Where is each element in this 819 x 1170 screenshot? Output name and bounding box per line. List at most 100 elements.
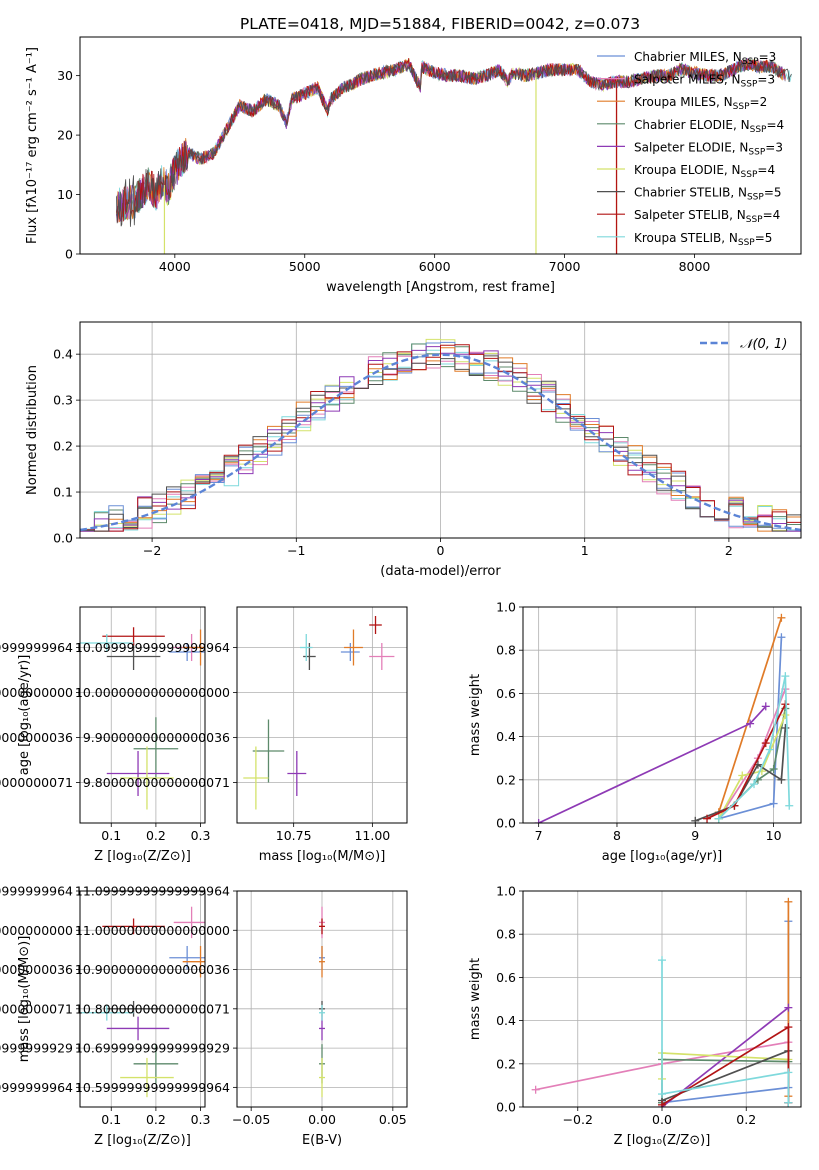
normal-legend-label: 𝒩(0, 1) bbox=[740, 337, 787, 352]
data-point bbox=[106, 751, 170, 796]
weight-marker bbox=[785, 801, 794, 810]
x-axis-label: Z [log₁₀(Z/Z⊙)] bbox=[94, 849, 191, 864]
data-point bbox=[287, 751, 307, 796]
y-axis-label: mass [log₁₀(M/M⊙)] bbox=[17, 936, 32, 1063]
data-point bbox=[120, 1057, 174, 1098]
legend-label-sub: SSP bbox=[733, 102, 750, 112]
data-point bbox=[182, 629, 205, 666]
data-point bbox=[106, 643, 161, 670]
y-tick-label: 0.4 bbox=[496, 1013, 516, 1028]
weight-marker bbox=[784, 1003, 793, 1012]
normal-reference-curve bbox=[80, 353, 801, 532]
legend-label-tail: =2 bbox=[750, 95, 768, 109]
panel-age_vs_mass: 10.75 11.00 9.80000000000000071 9.900000000… bbox=[75, 606, 408, 864]
x-axis-label: wavelength [Angstrom, rest frame] bbox=[326, 280, 555, 295]
legend-label-sub: SSP bbox=[741, 80, 758, 90]
y-axis-label: mass weight bbox=[468, 958, 483, 1040]
weight-line bbox=[717, 617, 783, 813]
legend-label-tail: =4 bbox=[766, 118, 784, 132]
y-tick-label: 20 bbox=[57, 128, 73, 143]
weight-marker bbox=[777, 613, 786, 622]
weight-marker bbox=[738, 771, 747, 780]
panel-spectrum: 4000 5000 6000 7000 8000 0 10 20 30 wavelength [A… bbox=[25, 36, 802, 295]
x-tick-label: −2 bbox=[143, 543, 161, 558]
data-point bbox=[340, 643, 360, 661]
legend-label: Chabrier STELIB, NSSP=5 bbox=[634, 186, 782, 203]
legend-label-sub: SSP bbox=[746, 215, 763, 225]
data-point bbox=[243, 746, 269, 810]
data-point bbox=[106, 1016, 170, 1041]
y-tick-label: 10.90000000000000036 bbox=[75, 962, 230, 977]
legend-label: Chabrier ELODIE, NSSP=4 bbox=[634, 118, 784, 135]
x-tick-label: 10 bbox=[766, 828, 782, 843]
legend-label-sub: SSP bbox=[748, 147, 765, 157]
y-tick-label: 10.09999999999999964 bbox=[0, 640, 73, 655]
data-point bbox=[169, 945, 205, 970]
legend-label-tail: =5 bbox=[764, 186, 782, 200]
legend-label: Salpeter MILES, NSSP=3 bbox=[634, 73, 775, 90]
panel-residuals: −2 −1 0 1 2 0.0 0.1 0.2 0.3 0.4 (data-model)/error… bbox=[25, 321, 802, 579]
x-tick-label: 0.2 bbox=[146, 1112, 166, 1127]
y-tick-label: 11.09999999999999964 bbox=[75, 884, 230, 899]
data-point bbox=[169, 643, 205, 661]
data-point bbox=[319, 918, 325, 935]
plot-area-residuals bbox=[80, 338, 801, 532]
legend-label-tail: =3 bbox=[757, 73, 775, 87]
y-tick-label: 0.0 bbox=[53, 531, 73, 546]
axes-frame bbox=[236, 606, 408, 824]
panel-mass_vs_EBV: −0.05 0.00 0.05 10.59999999999999964 10.6999… bbox=[75, 884, 408, 1148]
weight-marker bbox=[534, 819, 543, 823]
x-tick-label: 10.75 bbox=[276, 828, 312, 843]
y-tick-label: 10.80000000000000071 bbox=[0, 1001, 73, 1016]
data-point bbox=[80, 634, 134, 652]
x-tick-label: 2 bbox=[725, 543, 733, 558]
y-tick-label: 10.69999999999999929 bbox=[0, 1041, 73, 1056]
residual-histogram bbox=[80, 355, 801, 532]
x-tick-label: 0.3 bbox=[191, 828, 211, 843]
y-tick-label: 0.2 bbox=[496, 1056, 516, 1071]
y-axis-label: Flux [fλ10⁻¹⁷ erg cm⁻² s⁻¹ A⁻¹] bbox=[25, 47, 40, 244]
data-point bbox=[106, 1000, 161, 1017]
spectrum-line bbox=[116, 57, 786, 223]
legend-label: Salpeter ELODIE, NSSP=3 bbox=[634, 140, 783, 157]
y-tick-label: 9.90000000000000036 bbox=[0, 730, 73, 745]
weight-marker bbox=[781, 711, 790, 719]
weight-marker bbox=[769, 765, 778, 773]
weight-marker bbox=[761, 739, 770, 748]
data-point bbox=[252, 719, 285, 783]
x-axis-label: age [log₁₀(age/yr)] bbox=[602, 849, 723, 864]
y-tick-label: 0.8 bbox=[496, 927, 516, 942]
axes-frame bbox=[79, 606, 206, 824]
data-point bbox=[344, 629, 363, 666]
plot-area-mass_vs_Z bbox=[80, 906, 205, 1098]
residual-histogram bbox=[80, 341, 801, 532]
plot-area-age_vs_Z bbox=[80, 627, 205, 810]
weight-marker bbox=[765, 745, 774, 754]
data-point bbox=[299, 634, 313, 661]
y-tick-label: 0.6 bbox=[496, 686, 516, 701]
data-point bbox=[102, 918, 165, 935]
y-tick-label: 0.0 bbox=[496, 816, 516, 831]
legend-label-sub: SSP bbox=[738, 238, 755, 248]
y-tick-label: 0.4 bbox=[496, 729, 516, 744]
y-tick-label: 10.00000000000000000 bbox=[75, 685, 230, 700]
plot-area-weight_vs_age bbox=[534, 613, 794, 823]
axes-frame bbox=[79, 36, 802, 255]
data-point bbox=[120, 746, 174, 810]
legend-label: Kroupa ELODIE, NSSP=4 bbox=[634, 163, 775, 180]
weight-line bbox=[661, 960, 790, 1103]
y-tick-label: 9.80000000000000071 bbox=[83, 775, 230, 790]
legend-label-main: Salpeter STELIB, N bbox=[634, 208, 746, 222]
x-tick-label: 8000 bbox=[679, 259, 711, 274]
weight-marker bbox=[781, 723, 790, 732]
y-tick-label: 10.09999999999999964 bbox=[75, 640, 230, 655]
y-tick-label: 0 bbox=[65, 247, 73, 262]
x-tick-label: 0.2 bbox=[146, 828, 166, 843]
weight-line bbox=[661, 1006, 789, 1107]
plot-area-mass_vs_EBV bbox=[319, 906, 325, 1098]
weight-marker bbox=[658, 956, 666, 965]
x-tick-label: 0.00 bbox=[308, 1112, 336, 1127]
y-tick-label: 11.00000000000000000 bbox=[75, 923, 230, 938]
